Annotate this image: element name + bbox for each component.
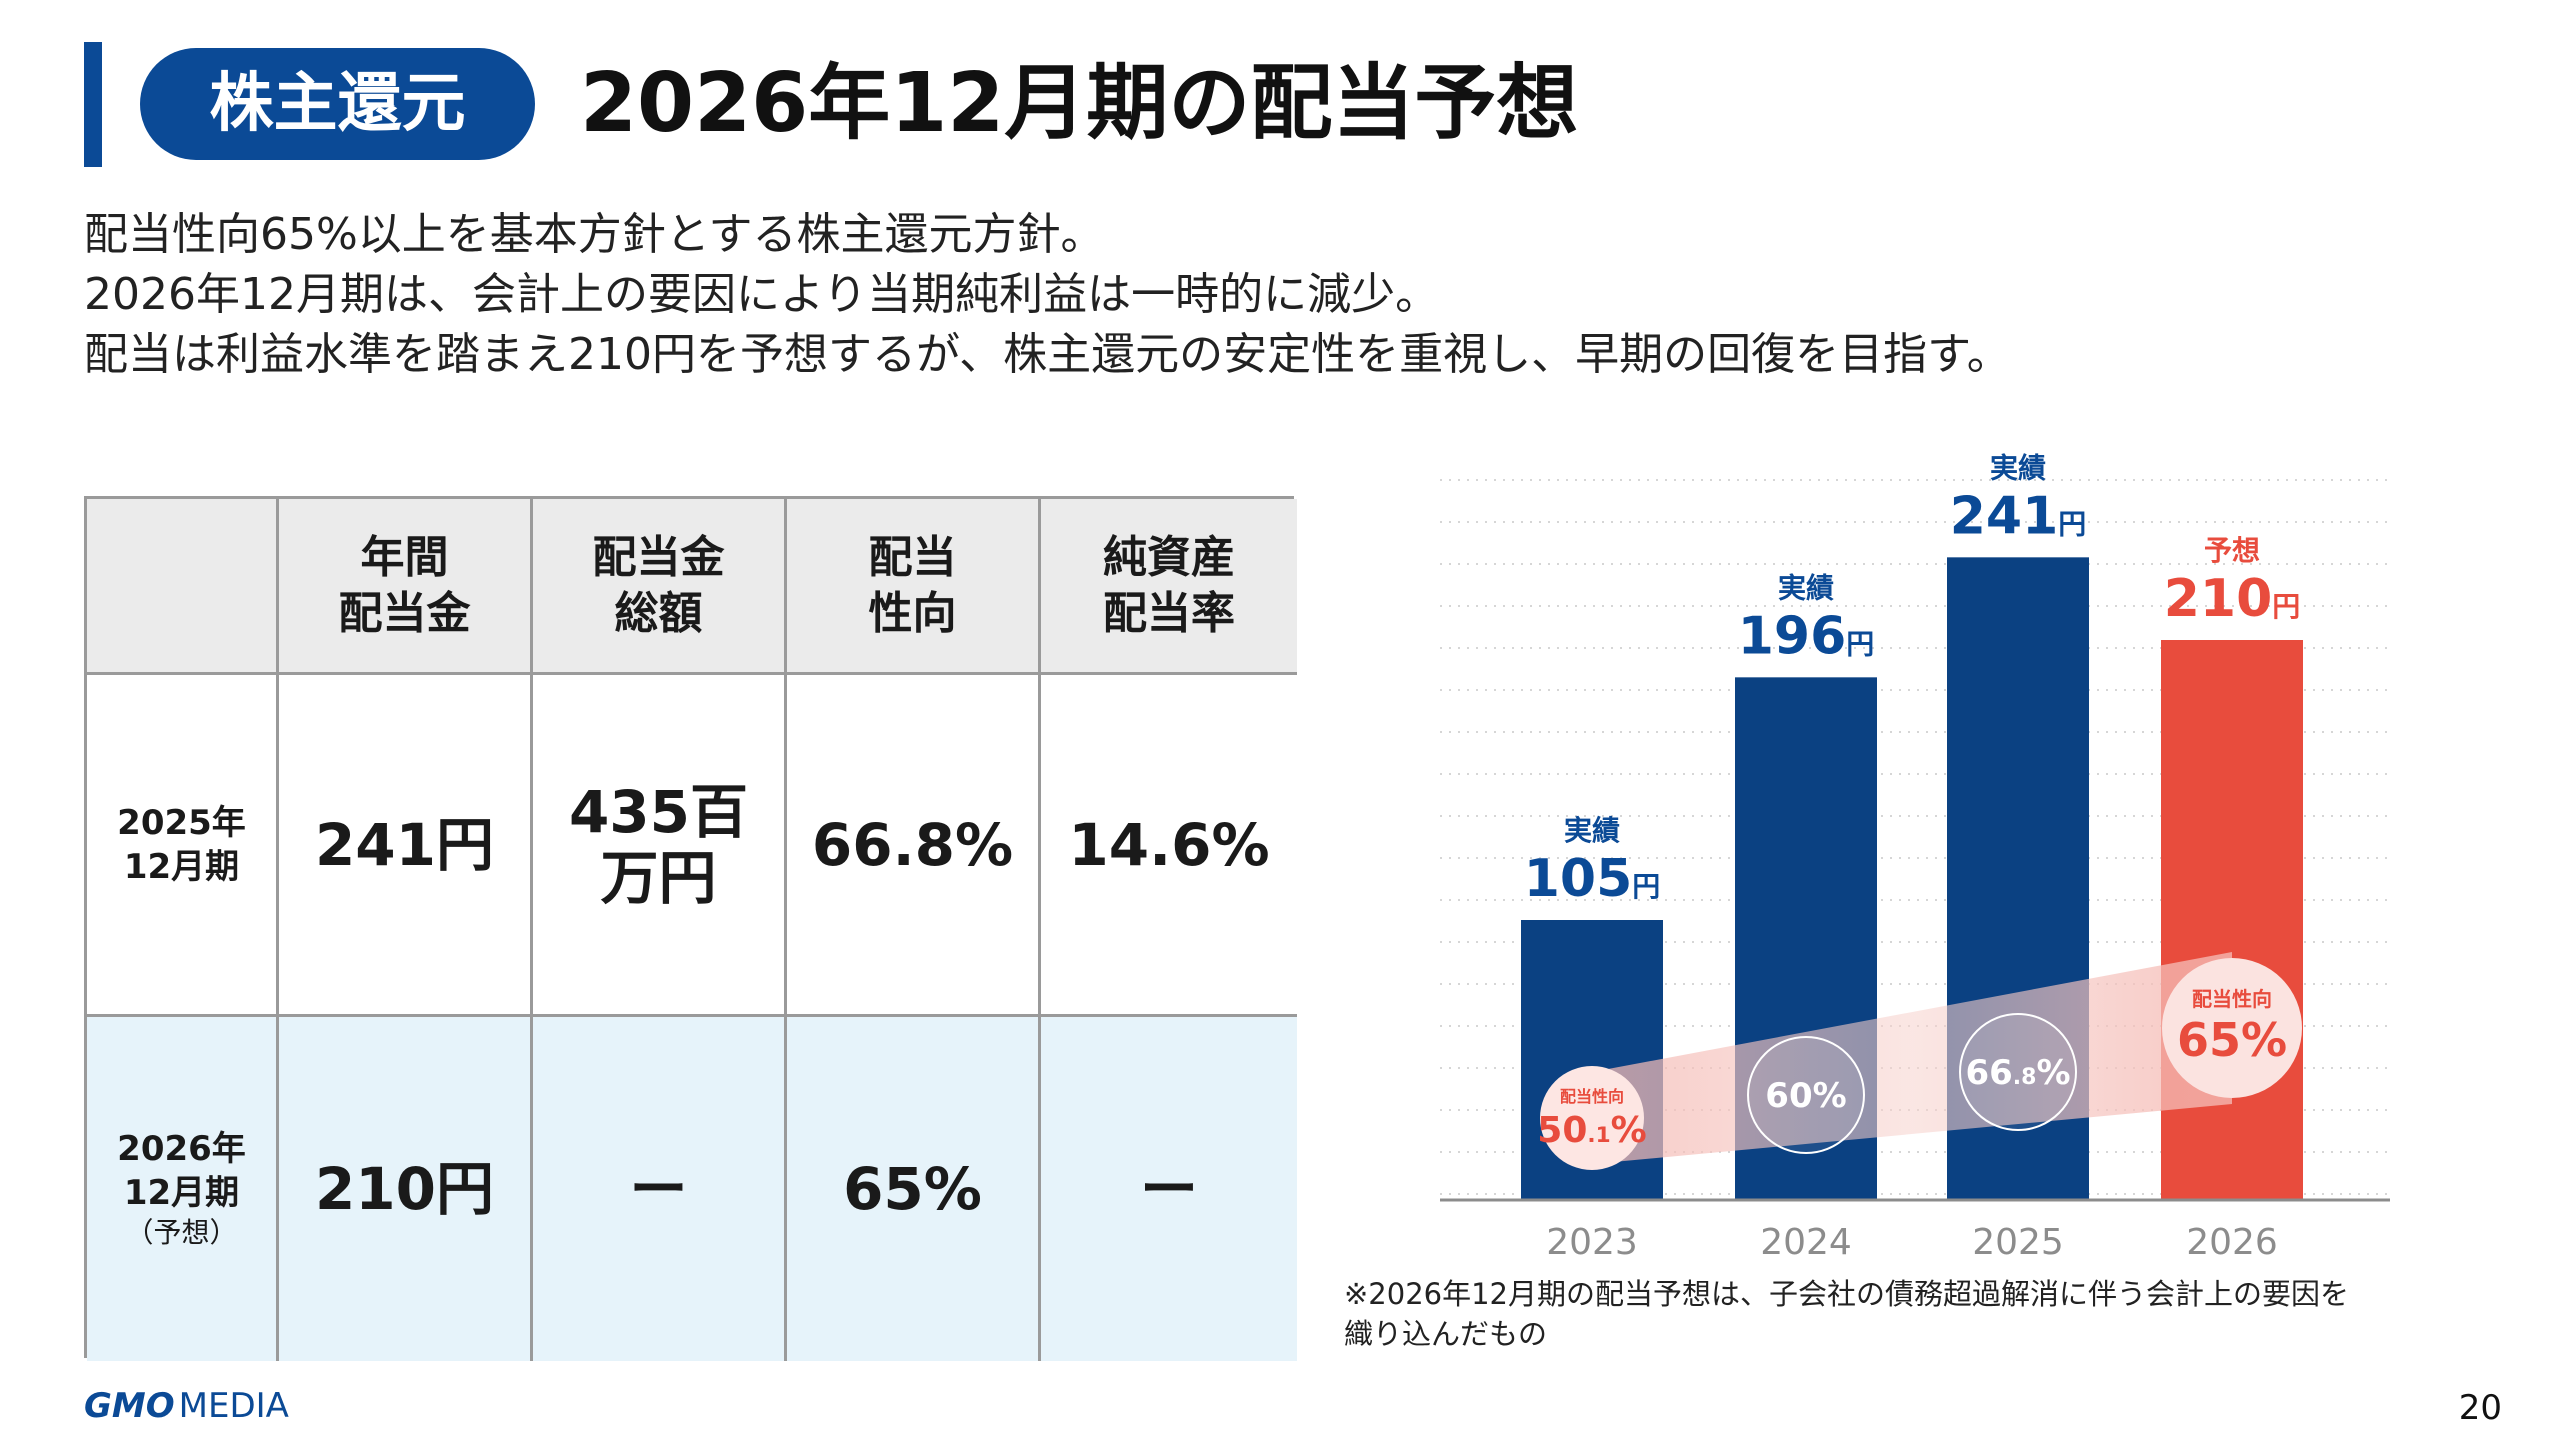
table-cell-2025-payout: 66.8%	[787, 675, 1041, 1017]
dividend-bar-chart: 配当性向50.1%60%66.8%配当性向65%実績105円実績196円実績24…	[1440, 451, 2390, 1263]
bar-value-2023: 105円	[1524, 849, 1661, 909]
page-title: 2026年12月期の配当予想	[580, 56, 1579, 151]
page-number: 20	[2458, 1388, 2502, 1428]
payout-circle-2025	[1959, 1013, 2077, 1131]
x-tick-label-2023: 2023	[1546, 1222, 1638, 1263]
table-header-total-dividend: 配当金 総額	[533, 499, 787, 675]
table-cell-2026-payout: 65%	[787, 1017, 1041, 1361]
bar-value-2026: 210円	[2164, 569, 2301, 629]
company-logo: GMO MEDIA	[84, 1386, 289, 1426]
table-header-doe: 純資産 配当率	[1041, 499, 1297, 675]
bar-status-2023: 実績	[1564, 814, 1620, 847]
table-cell-2025-annual: 241円	[279, 675, 533, 1017]
table-header-payout-ratio: 配当 性向	[787, 499, 1041, 675]
payout-circle-2026	[2162, 958, 2302, 1098]
payout-value-2026: 65%	[2177, 1013, 2287, 1067]
table-header-annual-dividend: 年間 配当金	[279, 499, 533, 675]
payout-label-2023: 配当性向	[1560, 1087, 1624, 1106]
footnote-line-2: 織り込んだもの	[1344, 1317, 1548, 1351]
lead-line-1: 配当性向65%以上を基本方針とする株主還元方針。	[84, 209, 1105, 260]
table-corner-cell	[87, 499, 279, 675]
bar-value-2024: 196円	[1738, 606, 1875, 666]
payout-value-2024: 60%	[1765, 1076, 1846, 1116]
table-cell-2026-doe: ー	[1041, 1017, 1297, 1361]
payout-circle-2024	[1747, 1036, 1865, 1154]
lead-line-3: 配当は利益水準を踏まえ210円を予想するが、株主還元の安定性を重視し、早期の回復…	[84, 329, 2011, 380]
lead-text: 配当性向65%以上を基本方針とする株主還元方針。 2026年12月期は、会計上の…	[84, 205, 2011, 385]
bar-status-2025: 実績	[1990, 451, 2046, 484]
lead-line-2: 2026年12月期は、会計上の要因により当期純利益は一時的に減少。	[84, 269, 1440, 320]
dividend-table: 年間 配当金 配当金 総額 配当 性向 純資産 配当率 2025年 12月期 241円 4…	[84, 496, 1297, 1361]
bar-value-2025: 241円	[1950, 486, 2087, 546]
table-cell-2025-total: 435百 万円	[533, 675, 787, 1017]
bar-status-2026: 予想	[2204, 534, 2260, 567]
table-row-label-2025: 2025年 12月期	[87, 675, 279, 1017]
x-tick-label-2026: 2026	[2186, 1222, 2278, 1263]
x-tick-label-2025: 2025	[1972, 1222, 2064, 1263]
payout-circle-2023	[1540, 1066, 1644, 1170]
bar-2026	[2161, 640, 2303, 1200]
footnote-line-1: ※2026年12月期の配当予想は、子会社の債務超過解消に伴う会計上の要因を	[1344, 1277, 2350, 1311]
payout-value-2023: 50.1%	[1537, 1110, 1646, 1151]
title-accent-bar	[84, 42, 102, 167]
section-tag: 株主還元	[140, 48, 535, 160]
x-tick-label-2024: 2024	[1760, 1222, 1852, 1263]
table-row-label-2026: 2026年 12月期 （予想）	[87, 1017, 279, 1361]
table-cell-2025-doe: 14.6%	[1041, 675, 1297, 1017]
payout-value-2025: 66.8%	[1965, 1053, 2070, 1093]
bar-status-2024: 実績	[1778, 571, 1834, 604]
table-cell-2026-total: ー	[533, 1017, 787, 1361]
footnote: ※2026年12月期の配当予想は、子会社の債務超過解消に伴う会計上の要因を 織り…	[1344, 1274, 2349, 1354]
table-cell-2026-annual: 210円	[279, 1017, 533, 1361]
payout-ratio-band	[1592, 952, 2232, 1164]
payout-label-2026: 配当性向	[2192, 987, 2272, 1011]
